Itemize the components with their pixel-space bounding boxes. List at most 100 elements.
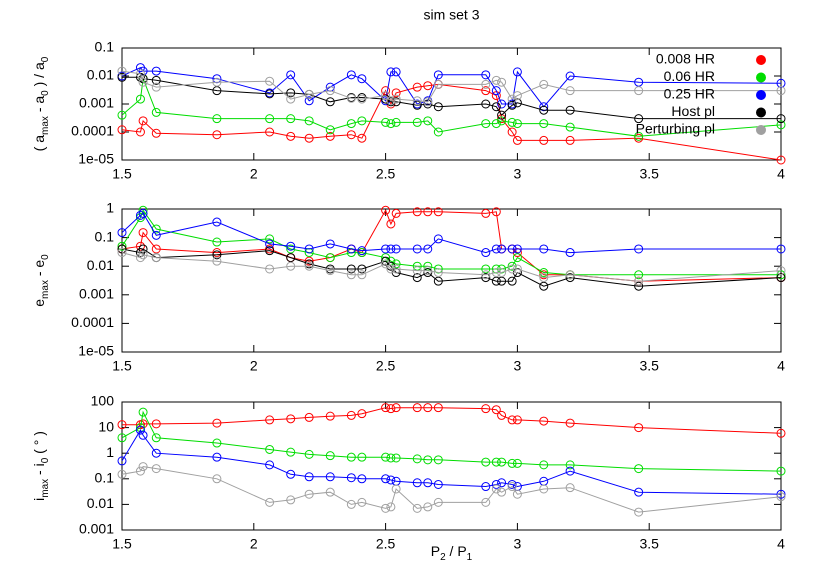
data-point bbox=[304, 449, 314, 459]
data-point bbox=[391, 117, 401, 127]
data-point bbox=[433, 497, 443, 507]
data-point bbox=[117, 469, 127, 479]
data-point bbox=[357, 409, 367, 419]
data-point bbox=[265, 415, 275, 425]
label-part: / P bbox=[446, 543, 467, 559]
data-point bbox=[391, 244, 401, 254]
data-point bbox=[497, 244, 507, 254]
data-point bbox=[391, 484, 401, 494]
data-point bbox=[539, 416, 549, 426]
data-point bbox=[151, 230, 161, 240]
data-point bbox=[286, 447, 296, 457]
y-tick-label: 0.01 bbox=[87, 257, 114, 273]
data-point bbox=[565, 248, 575, 258]
data-point bbox=[491, 207, 501, 217]
y-tick-label: 0.0001 bbox=[71, 314, 114, 330]
x-tick-label: 2 bbox=[250, 358, 258, 374]
data-point bbox=[304, 259, 314, 269]
data-point bbox=[539, 102, 549, 112]
data-point bbox=[135, 94, 145, 104]
data-point bbox=[391, 88, 401, 98]
data-point bbox=[138, 228, 148, 238]
data-point bbox=[346, 264, 356, 274]
subscript: 0 bbox=[40, 254, 51, 260]
legend-swatch bbox=[756, 90, 766, 100]
data-point bbox=[381, 117, 391, 127]
label-part: ( a bbox=[31, 135, 47, 152]
data-point bbox=[481, 457, 491, 467]
subscript: max bbox=[40, 116, 51, 135]
data-point bbox=[391, 264, 401, 274]
data-point bbox=[286, 241, 296, 251]
series-line bbox=[122, 407, 782, 434]
x-tick-label: 4 bbox=[777, 358, 785, 374]
data-point bbox=[381, 259, 391, 269]
data-point bbox=[507, 261, 517, 271]
data-point bbox=[433, 276, 443, 286]
data-point bbox=[539, 105, 549, 115]
data-point bbox=[304, 116, 314, 126]
data-point bbox=[634, 86, 644, 96]
data-point bbox=[507, 482, 517, 492]
data-point bbox=[357, 94, 367, 104]
data-point bbox=[481, 86, 491, 96]
series-line bbox=[121, 466, 782, 513]
data-point bbox=[346, 244, 356, 254]
data-point bbox=[386, 244, 396, 254]
data-point bbox=[117, 72, 127, 82]
data-point bbox=[507, 127, 517, 137]
data-point bbox=[539, 273, 549, 283]
data-point bbox=[212, 248, 222, 258]
data-point bbox=[497, 457, 507, 467]
data-point bbox=[491, 102, 501, 112]
data-point bbox=[386, 67, 396, 77]
data-point bbox=[423, 207, 433, 217]
data-point bbox=[346, 473, 356, 483]
data-point bbox=[433, 79, 443, 89]
data-point bbox=[381, 244, 391, 254]
data-point bbox=[565, 86, 575, 96]
data-point bbox=[117, 66, 127, 76]
data-point bbox=[117, 248, 127, 258]
data-point bbox=[481, 119, 491, 129]
data-point bbox=[265, 460, 275, 470]
data-point bbox=[151, 128, 161, 138]
y-tick-label: 0.1 bbox=[95, 228, 115, 244]
data-point bbox=[265, 497, 275, 507]
data-point bbox=[423, 99, 433, 109]
data-point bbox=[565, 135, 575, 145]
data-point bbox=[265, 127, 275, 137]
data-point bbox=[565, 483, 575, 493]
data-point bbox=[286, 495, 296, 505]
data-point bbox=[212, 130, 222, 140]
data-point bbox=[286, 414, 296, 424]
data-point bbox=[212, 452, 222, 462]
data-point bbox=[265, 264, 275, 274]
data-point bbox=[212, 438, 222, 448]
data-point bbox=[776, 428, 786, 438]
data-point bbox=[304, 412, 314, 422]
data-point bbox=[491, 484, 501, 494]
data-point bbox=[286, 131, 296, 141]
data-point bbox=[151, 75, 161, 85]
data-point bbox=[265, 444, 275, 454]
data-point bbox=[286, 94, 296, 104]
data-point bbox=[634, 276, 644, 286]
data-point bbox=[634, 464, 644, 474]
data-point bbox=[481, 70, 491, 80]
data-point bbox=[491, 268, 501, 278]
data-point bbox=[138, 244, 148, 254]
data-point bbox=[423, 502, 433, 512]
data-point bbox=[286, 88, 296, 98]
data-point bbox=[346, 130, 356, 140]
data-point bbox=[325, 239, 335, 249]
series-line bbox=[121, 429, 782, 495]
data-point bbox=[386, 99, 396, 109]
data-point bbox=[265, 246, 275, 256]
data-point bbox=[286, 253, 296, 263]
data-point bbox=[497, 116, 507, 126]
data-point bbox=[135, 423, 145, 433]
data-point bbox=[117, 456, 127, 466]
data-point bbox=[386, 404, 396, 414]
